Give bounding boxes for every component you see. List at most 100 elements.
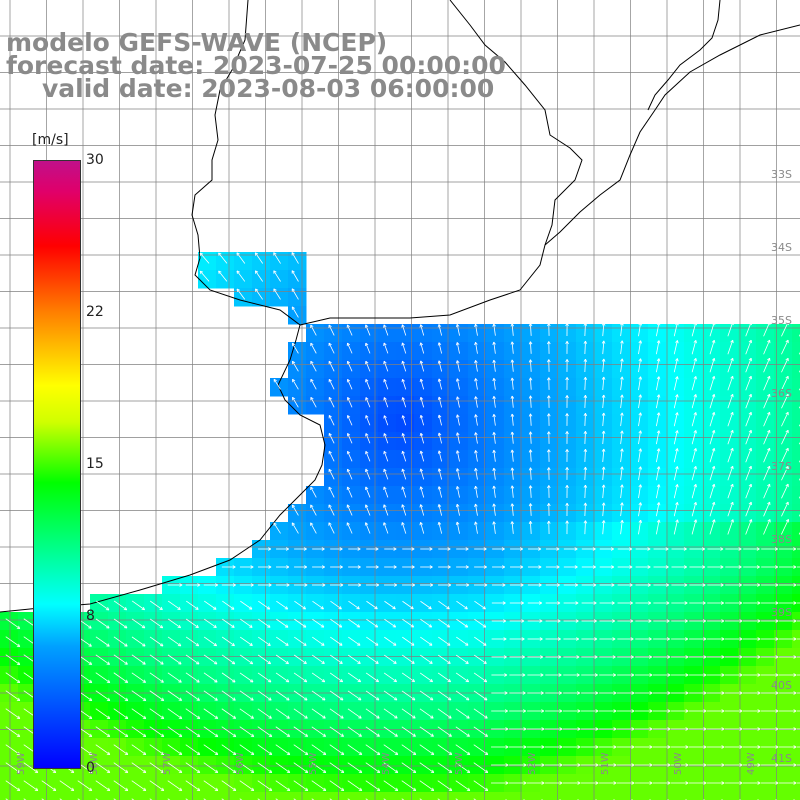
wind-arrow-head [528,449,531,453]
wind-arrow-head [703,691,707,694]
wind-arrow-head [438,521,442,525]
wind-arrow-head [523,745,527,748]
wind-arrow [221,672,236,683]
wind-cell [792,522,800,541]
wind-arrow-head [347,433,351,436]
wind-arrow [149,726,165,737]
wind-arrow-head [486,769,489,773]
wind-arrow-head [593,620,597,623]
wind-arrow [438,486,443,498]
wind-arrow-head [675,430,678,433]
wind-arrow-head [197,584,201,587]
wind-arrow-head [412,660,415,664]
wind-arrow-head [595,709,599,712]
wind-arrow-head [620,502,623,506]
wind-arrow [419,708,434,719]
wind-arrow-head [218,252,220,256]
wind-arrow-head [601,466,605,470]
wind-arrow-head [757,656,761,659]
wind-arrow [348,618,360,628]
wind-arrow-head [523,728,527,731]
wind-arrow-head [236,288,240,291]
wind-arrow [218,270,228,282]
wind-arrow-head [630,655,634,658]
wind-arrow-head [292,342,296,345]
wind-arrow [691,340,697,355]
wind-arrow [475,360,478,372]
wind-arrow [292,397,299,408]
wind-arrow-head [285,547,289,550]
wind-arrow-head [523,782,527,785]
wind-arrow-head [721,638,725,641]
wind-arrow-head [324,787,327,791]
wind-arrow-head [547,395,550,399]
wind-arrow [310,522,317,534]
wind-arrow [656,376,660,391]
wind-arrow-head [793,619,797,622]
wind-arrow [185,726,201,737]
wind-arrow [402,415,407,426]
wind-arrow-head [703,746,707,749]
wind-arrow-head [474,378,476,382]
wind-arrow-head [658,519,661,523]
wind-arrow-head [611,583,615,586]
wind-arrow-head [649,673,653,676]
wind-arrow [347,397,353,408]
wind-arrow-head [437,486,440,490]
wind-arrow-head [411,547,415,550]
wind-arrow-head [593,619,597,622]
wind-arrow-head [693,358,697,361]
wind-arrow-head [793,655,797,658]
wind-arrow-head [541,781,545,784]
wind-arrow [402,618,414,628]
wind-arrow-head [467,697,470,701]
wind-arrow-head [520,601,524,604]
wind-arrow [656,358,660,373]
wind-arrow-head [232,606,235,610]
wind-arrow [113,726,129,737]
wind-arrow-head [629,547,633,550]
wind-arrow [347,708,362,719]
wind-arrow-head [90,715,93,719]
wind-arrow [673,412,678,427]
wind-arrow-head [757,638,761,641]
wind-arrow-head [667,710,671,713]
wind-arrow-head [342,787,345,791]
wind-arrow [781,412,789,427]
wind-arrow-head [775,692,779,695]
wind-arrow-head [613,745,617,748]
wind-arrow [691,448,697,463]
wind-arrow-head [475,432,478,436]
wind-arrow-head [475,503,478,507]
wind-arrow-head [775,620,779,623]
wind-arrow-head [640,358,643,362]
wind-arrow-head [656,340,660,344]
wind-arrow-head [401,415,403,419]
wind-arrow [311,726,326,737]
wind-arrow-head [574,547,578,550]
wind-arrow-head [658,466,661,470]
wind-arrow-head [162,769,165,773]
wind-arrow-head [565,413,568,417]
wind-arrow-head [721,691,725,694]
wind-arrow-head [383,433,387,436]
wind-arrow-head [565,377,568,381]
wind-arrow-head [125,625,128,629]
wind-arrow [456,504,460,516]
wind-arrow-head [522,691,526,694]
wind-cell [792,414,800,433]
wind-arrow-head [775,691,779,694]
wind-arrow-head [214,584,219,587]
wind-arrow [727,376,734,391]
wind-arrow-head [90,661,93,665]
wind-arrow [95,708,111,719]
wind-arrow [59,780,75,791]
wind-arrow-head [214,642,218,646]
wind-arrow-head [420,342,424,346]
wind-arrow-head [739,764,743,767]
wind-arrow-head [640,376,642,380]
wind-arrow-head [412,584,416,587]
wind-cell [162,792,181,800]
wind-arrow [346,324,353,336]
wind-arrow-head [631,710,635,713]
